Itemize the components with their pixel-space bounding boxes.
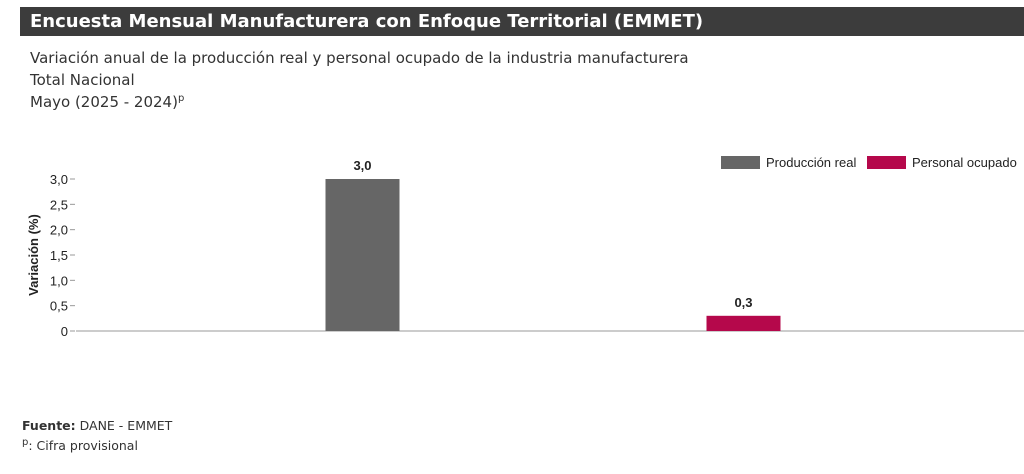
y-tick-label: 2,5 <box>50 197 68 212</box>
bar-chart: 0 0,5 1,0 1,5 2,0 2,5 3,0 Variación (%) 3,0 0,3 Pr… <box>26 155 1024 339</box>
y-tick-label: 2,0 <box>50 223 68 238</box>
chart-titles: Variación anual de la producción real y … <box>30 47 689 113</box>
y-tick-label: 0 <box>61 324 68 339</box>
y-tick-label: 3,0 <box>50 172 68 187</box>
y-tick-label: 1,0 <box>50 273 68 288</box>
note-text: : Cifra provisional <box>28 438 138 453</box>
y-tick-label: 1,5 <box>50 248 68 263</box>
chart-subtitle-line2: Total Nacional <box>30 71 135 89</box>
provisional-mark: p <box>177 93 185 104</box>
y-tick-label: 0,5 <box>50 299 68 314</box>
bar-personal-ocupado <box>706 315 781 331</box>
period-label: Mayo (2025 - 2024) <box>30 93 178 111</box>
source-label: Fuente: <box>22 418 76 433</box>
note-line: p: Cifra provisional <box>22 436 172 456</box>
data-label: 3,0 <box>353 158 371 173</box>
header-title: Encuesta Mensual Manufacturera con Enfoq… <box>30 11 704 32</box>
y-axis-label: Variación (%) <box>26 214 41 296</box>
legend-swatch <box>867 156 906 169</box>
source-line: Fuente: DANE - EMMET <box>22 416 172 436</box>
footer: Fuente: DANE - EMMET p: Cifra provisiona… <box>22 416 172 456</box>
chart-subtitle-line1: Variación anual de la producción real y … <box>30 49 689 67</box>
legend-label: Personal ocupado <box>912 155 1017 170</box>
bar-produccion-real <box>325 179 400 331</box>
legend-swatch <box>721 156 760 169</box>
legend-label: Producción real <box>766 155 856 170</box>
note-mark: p <box>22 436 29 448</box>
data-label: 0,3 <box>734 295 752 310</box>
chart-subtitle-line3: Mayo (2025 - 2024)p <box>30 91 689 113</box>
source-value: DANE - EMMET <box>75 418 173 433</box>
header-bar: Encuesta Mensual Manufacturera con Enfoq… <box>20 7 1024 36</box>
